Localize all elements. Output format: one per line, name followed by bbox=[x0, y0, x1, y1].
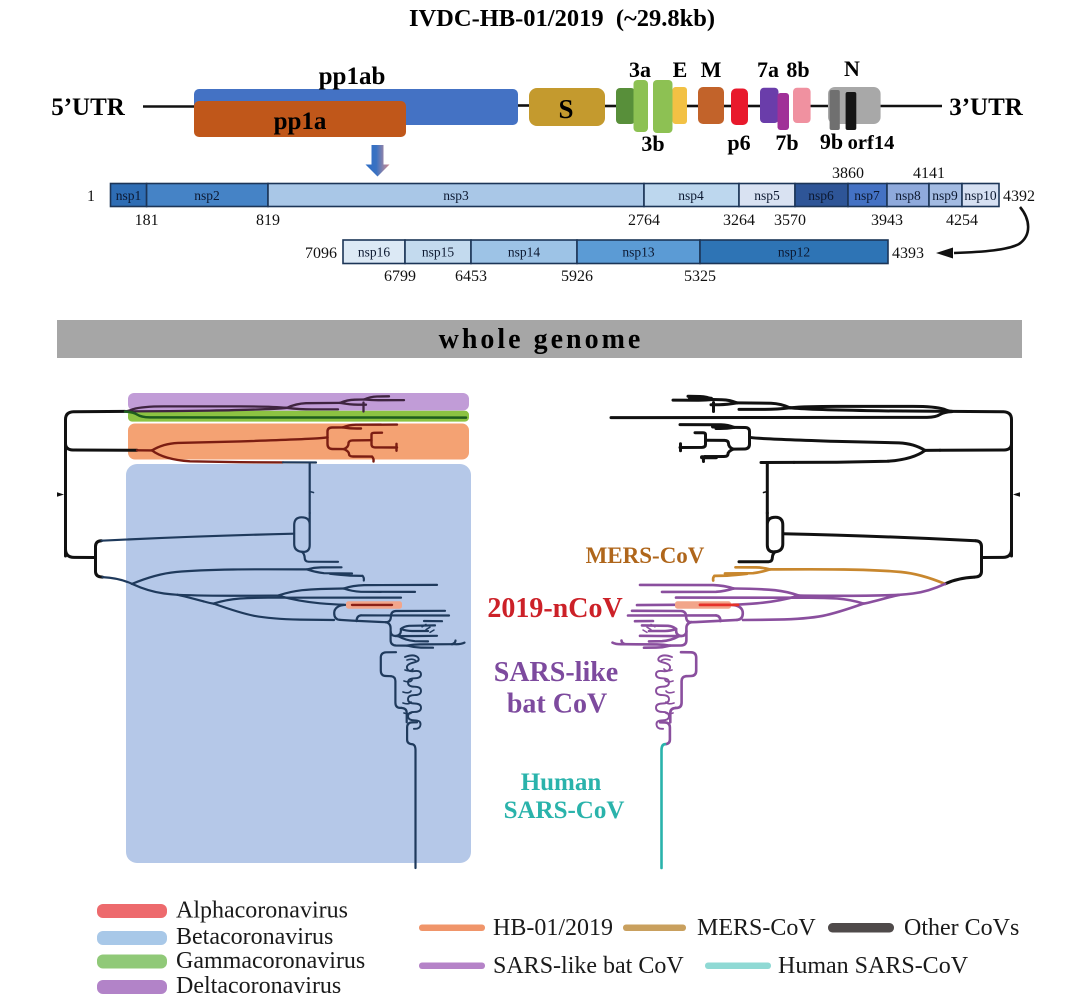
svg-text:4254: 4254 bbox=[946, 212, 978, 229]
svg-text:nsp15: nsp15 bbox=[422, 245, 455, 260]
svg-text:MERS-CoV: MERS-CoV bbox=[697, 915, 816, 941]
svg-text:Deltacoronavirus: Deltacoronavirus bbox=[176, 973, 341, 999]
svg-text:nsp9: nsp9 bbox=[932, 188, 958, 203]
svg-text:5926: 5926 bbox=[561, 268, 593, 285]
svg-text:6799: 6799 bbox=[384, 268, 416, 285]
svg-text:nsp14: nsp14 bbox=[508, 245, 541, 260]
svg-text:S: S bbox=[558, 94, 573, 124]
svg-text:nsp6: nsp6 bbox=[808, 188, 834, 203]
svg-text:nsp16: nsp16 bbox=[358, 245, 391, 260]
svg-text:nsp10: nsp10 bbox=[964, 188, 997, 203]
svg-text:N: N bbox=[844, 56, 860, 81]
svg-text:nsp5: nsp5 bbox=[754, 188, 780, 203]
svg-text:2019-nCoV: 2019-nCoV bbox=[487, 593, 622, 624]
svg-text:HB-01/2019: HB-01/2019 bbox=[493, 915, 613, 941]
svg-text:SARS-like: SARS-like bbox=[494, 657, 618, 688]
svg-text:Betacoronavirus: Betacoronavirus bbox=[176, 924, 333, 950]
svg-text:whole genome: whole genome bbox=[439, 324, 644, 355]
svg-text:7096: 7096 bbox=[305, 245, 337, 262]
svg-text:7a: 7a bbox=[757, 57, 779, 82]
svg-text:3a: 3a bbox=[629, 57, 651, 82]
svg-text:nsp7: nsp7 bbox=[854, 188, 880, 203]
svg-text:pp1a: pp1a bbox=[274, 108, 327, 135]
svg-text:MERS-CoV: MERS-CoV bbox=[586, 543, 705, 568]
svg-text:IVDC-HB-01/2019 (~29.8kb): IVDC-HB-01/2019 (~29.8kb) bbox=[409, 5, 715, 32]
svg-text:nsp3: nsp3 bbox=[443, 188, 469, 203]
svg-text:3b: 3b bbox=[641, 131, 664, 156]
svg-text:Human: Human bbox=[521, 769, 602, 796]
svg-text:5’UTR: 5’UTR bbox=[51, 94, 126, 121]
svg-text:Other CoVs: Other CoVs bbox=[904, 915, 1019, 941]
svg-text:SARS-like bat CoV: SARS-like bat CoV bbox=[493, 953, 684, 979]
svg-text:nsp2: nsp2 bbox=[194, 188, 220, 203]
svg-text:7b: 7b bbox=[775, 130, 798, 155]
svg-text:p6: p6 bbox=[727, 130, 750, 155]
svg-text:pp1ab: pp1ab bbox=[319, 63, 386, 90]
svg-text:819: 819 bbox=[256, 212, 280, 229]
svg-text:3’UTR: 3’UTR bbox=[949, 94, 1024, 121]
svg-text:Human SARS-CoV: Human SARS-CoV bbox=[778, 953, 969, 979]
svg-text:Alphacoronavirus: Alphacoronavirus bbox=[176, 898, 348, 924]
svg-text:E: E bbox=[673, 57, 688, 82]
svg-text:181: 181 bbox=[135, 212, 159, 229]
svg-text:9b: 9b bbox=[820, 129, 843, 154]
svg-text:nsp13: nsp13 bbox=[622, 245, 655, 260]
svg-text:2764: 2764 bbox=[628, 212, 660, 229]
svg-text:Gammacoronavirus: Gammacoronavirus bbox=[176, 948, 365, 974]
svg-text:M: M bbox=[701, 57, 722, 82]
svg-text:bat CoV: bat CoV bbox=[507, 689, 607, 720]
svg-text:nsp4: nsp4 bbox=[678, 188, 704, 203]
svg-text:4392: 4392 bbox=[1003, 188, 1035, 205]
svg-text:4141: 4141 bbox=[913, 165, 945, 182]
svg-text:nsp1: nsp1 bbox=[116, 188, 142, 203]
svg-text:SARS-CoV: SARS-CoV bbox=[504, 797, 625, 824]
svg-text:6453: 6453 bbox=[455, 268, 487, 285]
svg-text:nsp8: nsp8 bbox=[895, 188, 921, 203]
svg-text:3570: 3570 bbox=[774, 212, 806, 229]
svg-text:3860: 3860 bbox=[832, 165, 864, 182]
svg-text:3264: 3264 bbox=[723, 212, 755, 229]
svg-text:orf14: orf14 bbox=[848, 132, 895, 154]
svg-text:5325: 5325 bbox=[684, 268, 716, 285]
svg-text:8b: 8b bbox=[786, 57, 809, 82]
svg-text:1: 1 bbox=[87, 188, 95, 205]
svg-text:3943: 3943 bbox=[871, 212, 903, 229]
svg-text:4393: 4393 bbox=[892, 245, 924, 262]
svg-text:nsp12: nsp12 bbox=[778, 245, 810, 260]
